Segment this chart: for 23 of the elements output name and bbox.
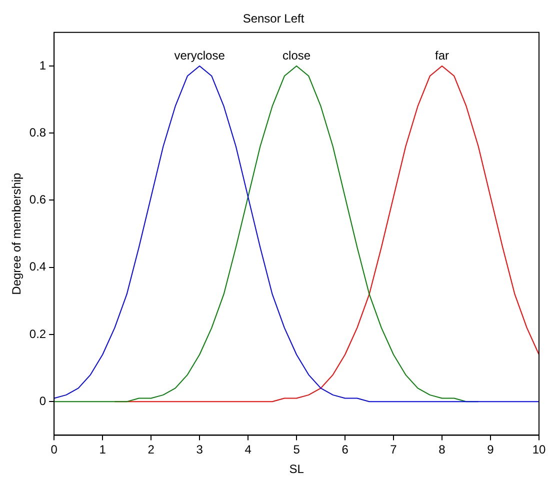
chart-title: Sensor Left xyxy=(242,12,305,26)
series-label: close xyxy=(282,48,311,62)
x-axis-title: SL xyxy=(289,462,304,476)
x-tick-label: 8 xyxy=(438,442,446,457)
x-tick-label: 5 xyxy=(293,442,300,457)
y-tick-label: 0.8 xyxy=(29,125,46,140)
x-tick-label: 7 xyxy=(390,442,398,457)
x-tick-label: 6 xyxy=(342,442,349,457)
y-tick-label: 1 xyxy=(39,58,46,72)
series-label: veryclose xyxy=(174,48,226,62)
y-axis-title: Degree of membership xyxy=(10,172,24,295)
y-tick-label: 0.6 xyxy=(29,192,46,207)
x-tick-label: 4 xyxy=(244,442,252,457)
y-tick-label: 0 xyxy=(39,394,46,408)
y-tick-label: 0.4 xyxy=(29,260,46,274)
x-tick-label: 10 xyxy=(532,442,546,457)
x-tick-label: 9 xyxy=(487,442,494,457)
y-tick-label: 0.2 xyxy=(29,326,46,341)
x-tick-label: 3 xyxy=(196,442,204,457)
x-tick-label: 0 xyxy=(50,442,58,457)
series-label: far xyxy=(435,48,450,62)
x-tick-label: 1 xyxy=(99,442,106,457)
x-tick-label: 2 xyxy=(148,442,155,457)
